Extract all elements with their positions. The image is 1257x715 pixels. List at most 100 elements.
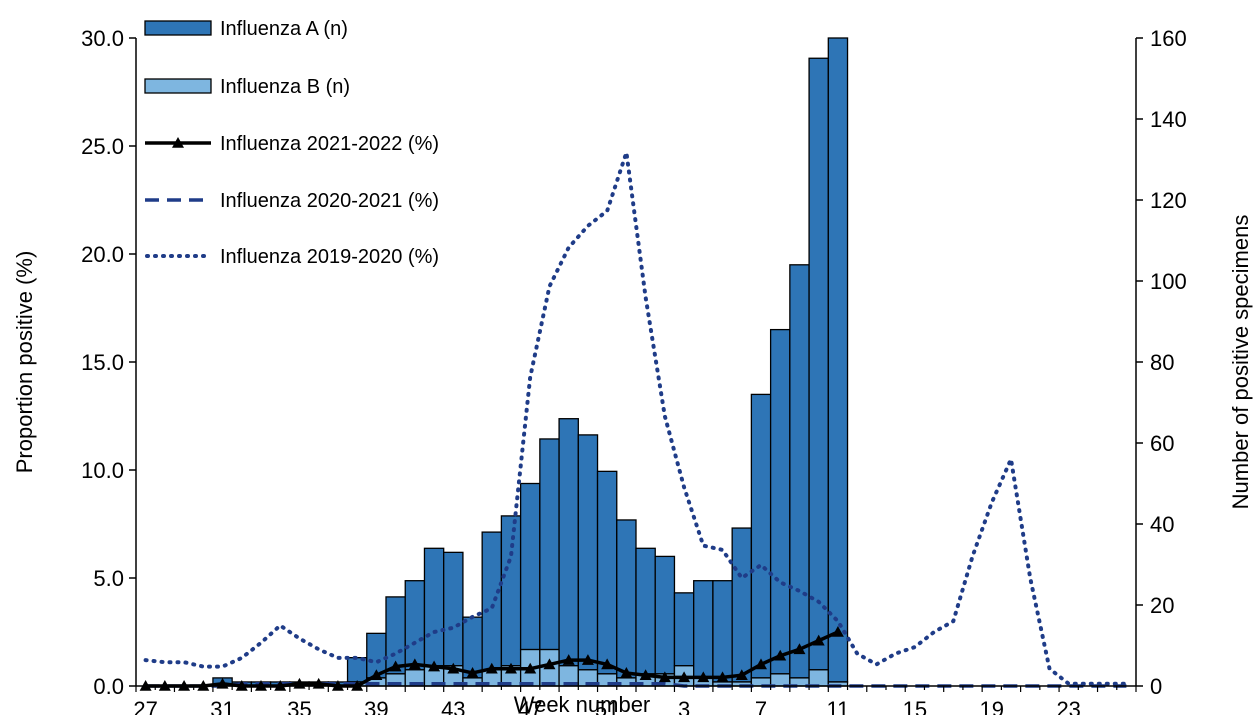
bar-influenza-a [693,580,714,679]
y-tick-label-right: 80 [1150,350,1174,375]
bar-influenza-a [750,393,772,679]
bar-influenza-b [808,669,829,687]
legend-label: Influenza 2021-2022 (%) [220,133,439,155]
bar-influenza-a [519,482,541,651]
x-tick-label: 47 [518,697,542,715]
legend-item: Influenza A (n) [144,18,348,40]
marker-2021-2022 [389,660,402,672]
bar-influenza-a [616,519,637,679]
bar-influenza-a [596,470,618,675]
legend-item: Influenza B (n) [144,76,350,98]
marker-2021-2022 [485,662,498,674]
y-tick-label-right: 60 [1150,431,1174,456]
marker-2021-2022 [735,669,748,680]
marker-2021-2022 [505,662,517,674]
legend-swatch [144,20,212,36]
legend-item: Influenza 2021-2022 (%) [145,133,439,155]
y-tick-label-left: 25.0 [81,134,124,159]
y-tick-label-left: 20.0 [81,242,124,267]
y-tick-label-right: 0 [1150,674,1162,699]
marker-2021-2022 [716,671,729,683]
bar-influenza-a [731,527,753,683]
marker-2021-2022 [831,626,844,637]
bar-influenza-a [769,328,791,675]
legend-label: Influenza 2019-2020 (%) [220,246,439,268]
y-tick-label-right: 160 [1150,26,1187,51]
legend: Influenza A (n) Influenza B (n) Influenza … [144,18,439,268]
x-tick-label: 7 [755,697,767,715]
bar-influenza-a [404,580,426,671]
marker-2021-2022 [466,667,479,678]
y-tick-label-left: 10.0 [81,458,124,483]
marker-2021-2022 [562,654,575,665]
tick-layer: 0.0 5.0 10.0 15.0 20.0 25.0 30.0 0 20 40 60 80 100 12… [81,26,1187,715]
bar-influenza-a [443,551,464,667]
marker-2021-2022 [543,658,556,670]
x-tick-label: 11 [827,697,850,715]
y-tick-label-right: 140 [1150,107,1187,132]
y-tick-label-left: 0.0 [93,674,124,699]
y-tick-label-right: 100 [1150,269,1187,294]
legend-marker [172,137,184,148]
legend-label: Influenza 2020-2021 (%) [220,190,439,212]
x-tick-label: 31 [210,697,234,715]
bar-influenza-a [827,37,849,683]
bar-influenza-a [808,57,829,671]
y-tick-label-left: 15.0 [81,350,124,375]
x-tick-label: 51 [595,697,619,715]
legend-item: Influenza 2020-2021 (%) [145,190,439,212]
bar-influenza-a [423,547,445,667]
marker-2021-2022 [408,658,421,670]
bar-influenza-a [789,264,810,679]
bar-influenza-a [654,555,676,675]
y-tick-label-left: 5.0 [93,566,124,591]
line-influenza-2019-2020 [143,151,1129,686]
legend-swatch [144,78,212,94]
y-tick-label-right: 40 [1150,512,1174,537]
x-tick-label: 43 [441,697,465,715]
marker-2021-2022 [370,669,383,680]
marker-2021-2022 [601,658,614,670]
y-axis-title-left: Proportion positive (%) [12,251,37,474]
x-tick-label: 15 [903,697,927,715]
legend-item: Influenza 2019-2020 (%) [145,246,439,268]
x-tick-label: 27 [133,697,157,715]
marker-2021-2022 [658,671,671,683]
marker-2021-2022 [524,662,537,674]
x-tick-label: 23 [1056,697,1080,715]
y-tick-label-right: 20 [1150,593,1174,618]
bar-influenza-a [558,418,579,667]
legend-label: Influenza A (n) [220,18,348,40]
bar-influenza-a [635,547,656,675]
bar-influenza-a [481,531,503,671]
x-tick-label: 19 [980,697,1004,715]
bar-influenza-b [769,673,791,687]
marker-2021-2022 [428,660,441,672]
y-tick-label-left: 30.0 [81,26,124,51]
bar-influenza-a [673,592,695,667]
marker-2021-2022 [697,671,710,683]
marker-2021-2022 [793,643,806,655]
x-axis-title: Week number [514,692,651,715]
legend-label: Influenza B (n) [220,76,350,98]
x-tick-label: 39 [364,697,388,715]
bar-influenza-a [577,434,599,671]
bar-layer [212,37,849,687]
y-tick-label-right: 120 [1150,188,1187,213]
marker-2021-2022 [447,662,460,674]
bar-influenza-a [712,580,733,683]
marker-2021-2022 [639,669,652,680]
marker-2021-2022 [812,634,825,646]
y-axis-title-right: Number of positive specimens [1228,215,1253,510]
bar-influenza-a [346,657,368,683]
marker-2021-2022 [620,667,633,678]
marker-2021-2022 [581,654,594,665]
x-tick-label: 35 [287,697,311,715]
marker-2021-2022 [678,671,691,683]
marker-2021-2022 [774,649,787,661]
marker-2021-2022 [755,658,767,670]
bar-influenza-a [539,438,560,651]
x-tick-label: 3 [678,697,690,715]
